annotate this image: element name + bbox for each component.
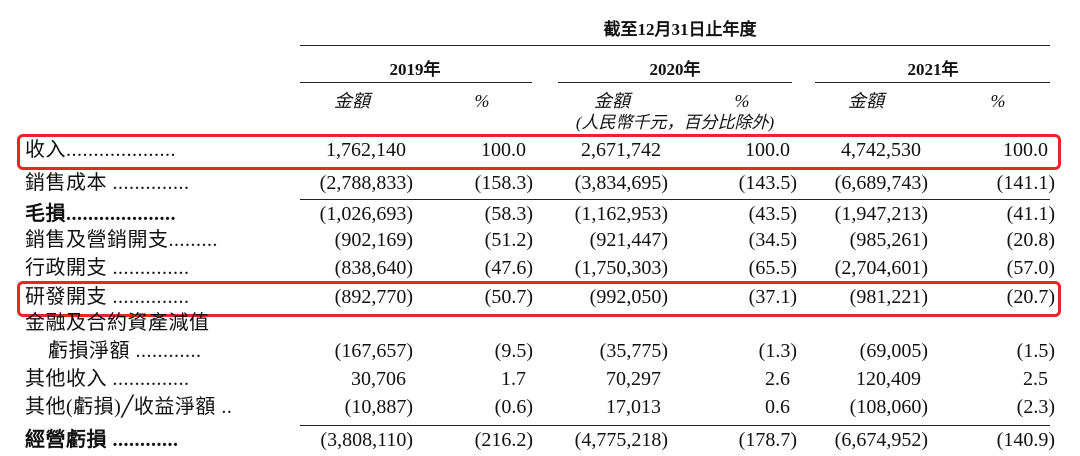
cell-value: 100.0	[1003, 139, 1048, 161]
row-label: 經營虧損 ............	[25, 429, 179, 451]
row-label: 其他收入 ..............	[25, 368, 190, 390]
row-label: 虧損淨額 ............	[48, 340, 202, 362]
cell-value: 2,671,742	[581, 139, 661, 161]
cell-value: 70,297	[606, 368, 661, 390]
cell-value: 30,706	[351, 368, 406, 390]
cell-value: 1,762,140	[326, 139, 406, 161]
year-header: 2020年	[649, 60, 701, 79]
cell-value: (47.6)	[484, 257, 533, 279]
cell-value: (143.5)	[738, 172, 797, 194]
cell-value: (58.3)	[484, 203, 533, 225]
cell-value: (2,704,601)	[834, 257, 928, 279]
cell-value: (141.1)	[996, 172, 1055, 194]
cell-value: (6,674,952)	[834, 429, 928, 451]
year-rule	[815, 82, 1050, 83]
cell-value: (216.2)	[474, 429, 533, 451]
cell-value: (0.6)	[494, 396, 533, 418]
cell-value: 120,409	[856, 368, 921, 390]
cell-value: (37.1)	[748, 286, 797, 308]
period-header: 截至12月31日止年度	[603, 20, 757, 39]
cell-value: (57.0)	[1006, 257, 1055, 279]
cell-value: 1.7	[501, 368, 526, 390]
cell-value: (50.7)	[484, 286, 533, 308]
cell-value: 2.6	[765, 368, 790, 390]
cell-value: (1.3)	[758, 340, 797, 362]
cell-value: (1.5)	[1016, 340, 1055, 362]
cell-value: (4,775,218)	[574, 429, 668, 451]
cell-value: (1,750,303)	[574, 257, 668, 279]
row-label: 銷售成本 ..............	[25, 172, 190, 194]
cell-value: (985,261)	[849, 229, 928, 251]
cell-value: (140.9)	[996, 429, 1055, 451]
cell-value: (1,162,953)	[574, 203, 668, 225]
cell-value: (108,060)	[849, 396, 928, 418]
cell-value: (9.5)	[494, 340, 533, 362]
row-label: 毛損....................	[25, 203, 176, 225]
column-header: %	[990, 91, 1006, 111]
cell-value: (167,657)	[334, 340, 413, 362]
cell-value: (1,947,213)	[834, 203, 928, 225]
cell-value: (921,447)	[589, 229, 668, 251]
cell-value: (20.8)	[1006, 229, 1055, 251]
column-header: %	[474, 91, 490, 111]
cell-value: (43.5)	[748, 203, 797, 225]
year-rule	[300, 82, 532, 83]
cell-value: (10,887)	[344, 396, 413, 418]
row-label: 研發開支 ..............	[25, 286, 190, 308]
subtotal-rule	[300, 199, 1050, 200]
highlight-box	[17, 281, 1061, 317]
cell-value: (981,221)	[849, 286, 928, 308]
cell-value: 0.6	[765, 396, 790, 418]
row-label: 金融及合約資產減值	[25, 312, 210, 334]
cell-value: 100.0	[481, 139, 526, 161]
header-rule	[300, 45, 1050, 46]
cell-value: (838,640)	[334, 257, 413, 279]
year-header: 2021年	[907, 60, 959, 79]
cell-value: (1,026,693)	[319, 203, 413, 225]
cell-value: (41.1)	[1006, 203, 1055, 225]
subtotal-rule	[300, 425, 1050, 426]
cell-value: (69,005)	[859, 340, 928, 362]
cell-value: (3,808,110)	[320, 429, 413, 451]
row-label: 行政開支 ..............	[25, 257, 190, 279]
column-header: 金額	[594, 91, 630, 111]
cell-value: (892,770)	[334, 286, 413, 308]
highlight-box	[17, 134, 1061, 170]
cell-value: (20.7)	[1006, 286, 1055, 308]
cell-value: (34.5)	[748, 229, 797, 251]
cell-value: (65.5)	[748, 257, 797, 279]
year-rule	[558, 82, 792, 83]
cell-value: (158.3)	[474, 172, 533, 194]
cell-value: 4,742,530	[841, 139, 921, 161]
cell-value: (35,775)	[599, 340, 668, 362]
cell-value: (3,834,695)	[574, 172, 668, 194]
cell-value: 17,013	[606, 396, 661, 418]
column-header: %	[734, 91, 750, 111]
cell-value: (2,788,833)	[319, 172, 413, 194]
cell-value: (6,689,743)	[834, 172, 928, 194]
cell-value: 100.0	[745, 139, 790, 161]
year-header: 2019年	[389, 60, 441, 79]
cell-value: (992,050)	[589, 286, 668, 308]
cell-value: (2.3)	[1016, 396, 1055, 418]
row-label: 收入....................	[25, 139, 176, 161]
column-header: 金額	[334, 91, 370, 111]
cell-value: (178.7)	[738, 429, 797, 451]
cell-value: 2.5	[1023, 368, 1048, 390]
cell-value: (902,169)	[334, 229, 413, 251]
row-label: 其他(虧損)╱收益淨額 ..	[25, 396, 233, 418]
row-label: 銷售及營銷開支.........	[25, 229, 218, 251]
column-header: 金額	[848, 91, 884, 111]
unit-note: (人民幣千元，百分比除外)	[575, 113, 775, 132]
cell-value: (51.2)	[484, 229, 533, 251]
